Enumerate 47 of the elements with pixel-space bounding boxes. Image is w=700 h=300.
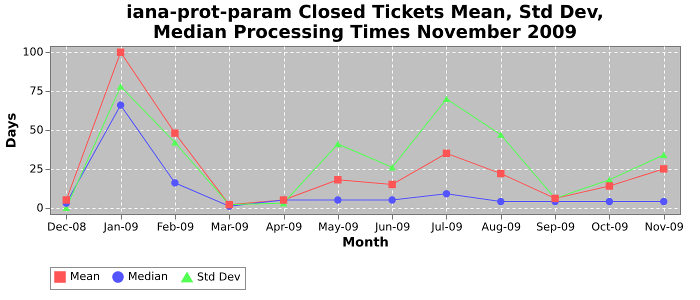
point bbox=[660, 152, 668, 158]
x-tick-label: Nov-09 bbox=[644, 220, 684, 234]
y-axis-title: Days bbox=[4, 112, 20, 148]
y-tick-label: 25 bbox=[30, 162, 44, 176]
point bbox=[388, 164, 396, 171]
point bbox=[606, 182, 614, 190]
x-tick-label: Sep-09 bbox=[536, 220, 575, 234]
y-tick-label: 75 bbox=[30, 84, 44, 98]
point bbox=[442, 190, 450, 198]
y-tick-label: 0 bbox=[36, 201, 44, 214]
x-tick-label: Oct-09 bbox=[591, 220, 628, 234]
point bbox=[62, 196, 70, 204]
point bbox=[334, 140, 342, 148]
point bbox=[334, 196, 342, 204]
point bbox=[171, 179, 179, 187]
point bbox=[606, 198, 614, 206]
x-tick-label: May-09 bbox=[318, 220, 359, 234]
chart-title: iana-prot-param Closed Tickets Mean, Std Dev, Median Processing Times November 2009 bbox=[126, 2, 604, 43]
legend-label: Mean bbox=[70, 270, 100, 283]
x-tick-label: Apr-09 bbox=[266, 220, 302, 234]
x-tick-label: Mar-09 bbox=[210, 220, 249, 234]
point bbox=[388, 196, 396, 204]
y-tick-label: 100 bbox=[22, 46, 44, 59]
legend-label: Std Dev bbox=[197, 270, 242, 284]
x-tick-label: Dec-08 bbox=[47, 220, 86, 234]
point bbox=[116, 83, 124, 90]
point bbox=[660, 198, 668, 206]
point bbox=[442, 96, 450, 102]
point bbox=[334, 176, 342, 184]
point bbox=[497, 170, 504, 178]
point bbox=[442, 150, 450, 158]
point bbox=[388, 180, 396, 188]
x-tick-label: Jan-09 bbox=[102, 220, 139, 234]
x-tick-label: Feb-09 bbox=[156, 220, 194, 234]
x-tick-label: Aug-09 bbox=[482, 220, 521, 234]
point bbox=[116, 48, 124, 56]
x-tick-label: Jul-09 bbox=[430, 220, 463, 234]
point bbox=[497, 131, 504, 138]
y-tick-label: 50 bbox=[30, 124, 44, 136]
x-tick-label: Jun-09 bbox=[374, 220, 410, 234]
legend-label: Median bbox=[128, 270, 168, 283]
point bbox=[116, 101, 124, 109]
point bbox=[497, 198, 504, 206]
point bbox=[171, 129, 179, 137]
point bbox=[660, 165, 668, 173]
x-axis-title: Month bbox=[342, 236, 389, 250]
point bbox=[171, 139, 179, 146]
